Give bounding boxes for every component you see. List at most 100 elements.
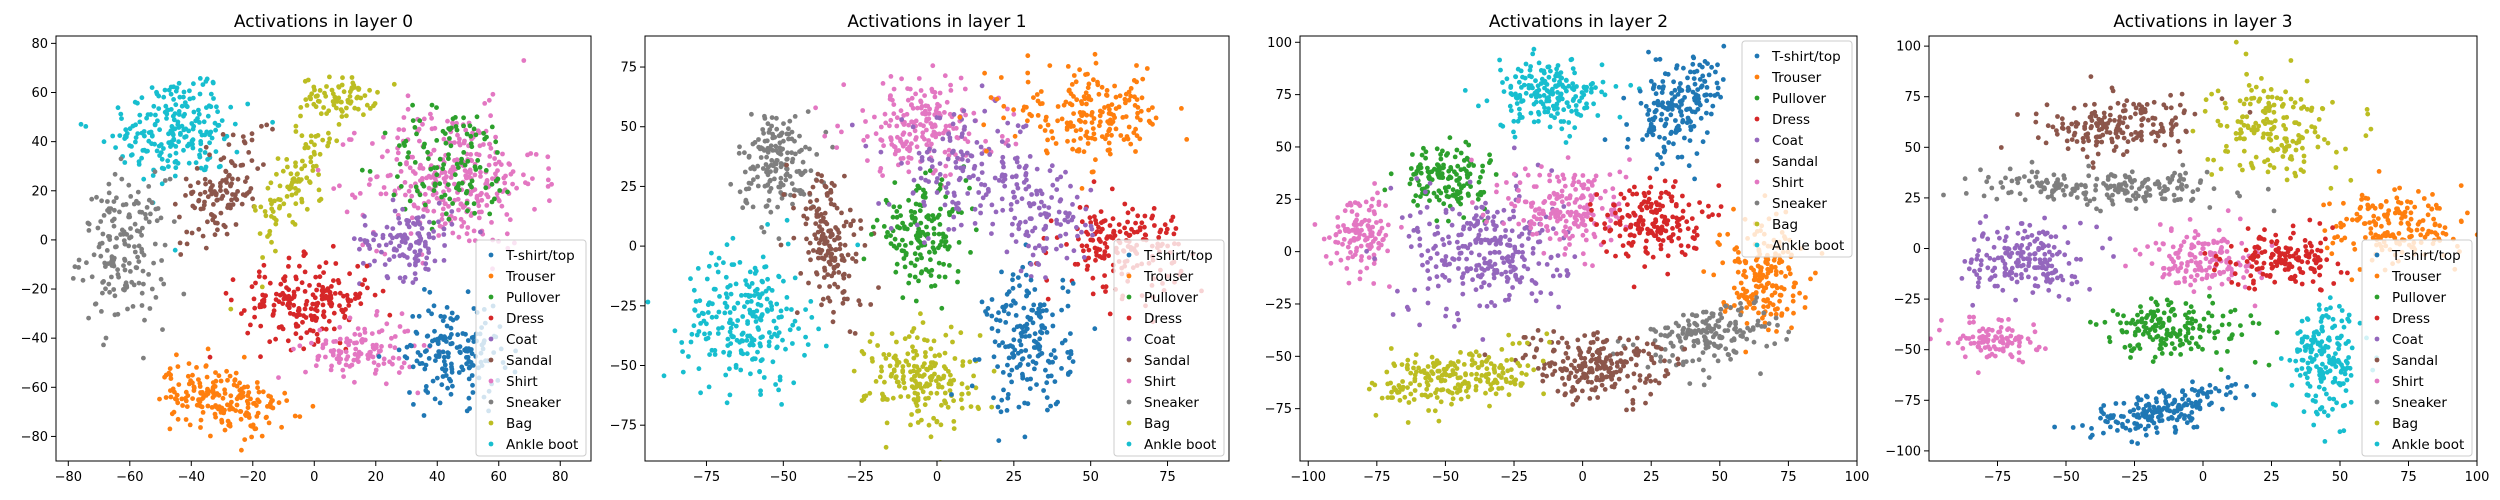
data-point [293, 129, 299, 134]
data-point [1367, 246, 1373, 252]
data-point [860, 108, 866, 113]
data-point [139, 303, 145, 308]
data-point [219, 118, 225, 123]
data-point [968, 250, 973, 255]
data-point [1700, 73, 1706, 79]
data-point [215, 109, 221, 115]
data-point [1099, 84, 1105, 90]
data-point [1022, 434, 1028, 440]
data-point [168, 107, 174, 112]
data-point [736, 150, 742, 156]
data-point [1408, 244, 1414, 250]
data-point [1705, 61, 1710, 66]
data-point [471, 228, 477, 234]
data-point [166, 131, 171, 137]
data-point [472, 187, 478, 193]
data-point [945, 190, 950, 196]
data-point [1052, 379, 1058, 384]
data-point [321, 105, 326, 110]
data-point [168, 84, 174, 90]
data-point [196, 107, 201, 113]
data-point [1479, 284, 1484, 290]
data-point [763, 288, 769, 294]
data-point [697, 298, 703, 304]
data-point [964, 150, 970, 156]
data-point [931, 148, 937, 154]
data-point [996, 178, 1002, 183]
data-point [834, 205, 840, 211]
data-point [1045, 296, 1051, 302]
data-point [773, 143, 779, 149]
data-point [784, 217, 790, 223]
data-point [153, 295, 159, 300]
data-point [177, 94, 183, 100]
data-point [751, 177, 756, 183]
data-point [900, 368, 906, 373]
data-point [1162, 222, 1168, 228]
data-point [1477, 303, 1483, 309]
data-point [466, 395, 472, 401]
data-point [1507, 292, 1512, 298]
data-point [1531, 46, 1537, 52]
data-point [680, 369, 686, 375]
data-point [312, 87, 317, 93]
data-point [453, 124, 459, 129]
data-point [747, 269, 753, 275]
data-point [445, 354, 451, 360]
data-point [928, 121, 934, 126]
data-point [1063, 231, 1069, 237]
data-point [1071, 123, 1076, 129]
data-point [347, 100, 353, 106]
data-point [218, 210, 224, 216]
data-point [402, 354, 408, 359]
data-point [458, 160, 464, 166]
data-point [409, 343, 414, 349]
data-point [269, 201, 274, 207]
data-point [289, 192, 295, 198]
data-point [277, 292, 283, 298]
data-point [121, 263, 126, 268]
data-point [391, 254, 397, 259]
data-point [417, 138, 422, 144]
data-point [951, 419, 957, 424]
data-point [906, 280, 912, 286]
data-point [1476, 103, 1481, 109]
data-point [1508, 108, 1514, 113]
data-point [862, 243, 868, 248]
data-point [958, 222, 964, 228]
data-point [1637, 88, 1643, 94]
data-point [484, 134, 489, 140]
data-point [766, 198, 772, 203]
data-point [1662, 136, 1667, 141]
data-point [1702, 92, 1708, 98]
data-point [352, 340, 357, 346]
data-point [1125, 136, 1131, 142]
data-point [887, 363, 893, 369]
data-point [1026, 243, 1031, 249]
data-point [825, 295, 831, 301]
data-point [906, 169, 912, 175]
data-point [1103, 284, 1109, 290]
legend-marker [1126, 252, 1132, 258]
data-point [889, 371, 895, 377]
data-point [1084, 243, 1090, 249]
data-point [1444, 152, 1449, 158]
data-point [937, 222, 943, 227]
data-point [886, 202, 892, 207]
data-point [408, 183, 414, 189]
data-point [122, 267, 128, 273]
data-point [1032, 245, 1038, 251]
data-point [410, 364, 416, 370]
data-point [204, 374, 210, 380]
data-point [213, 220, 218, 226]
data-point [389, 335, 394, 341]
data-point [1064, 242, 1069, 247]
data-point [1128, 93, 1134, 99]
data-point [450, 383, 455, 389]
data-point [1085, 141, 1091, 146]
data-point [1694, 151, 1700, 157]
data-point [1107, 311, 1113, 317]
data-point [931, 231, 937, 237]
data-point [932, 283, 938, 289]
data-point [381, 185, 387, 190]
